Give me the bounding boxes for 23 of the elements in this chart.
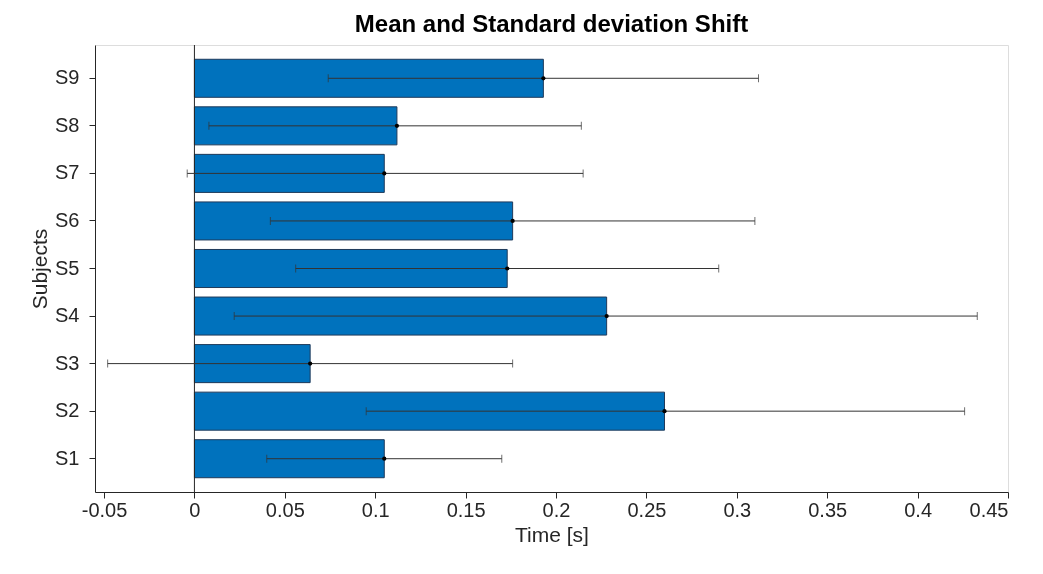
x-tick-label: 0.4: [904, 498, 933, 521]
y-axis-title: Subjects: [28, 228, 52, 310]
y-tick-label: S4: [55, 304, 80, 327]
x-tick-label: 0: [189, 498, 201, 521]
y-tick-label: S9: [55, 66, 80, 89]
x-tick-label: 0.15: [446, 498, 486, 521]
y-tick-label: S3: [55, 351, 80, 374]
chart-title: Mean and Standard deviation Shift: [354, 9, 749, 37]
x-tick-label: 0.05: [265, 498, 305, 521]
y-tick-label: S1: [55, 446, 80, 469]
x-tick-label: -0.05: [81, 498, 128, 521]
x-tick-label: 0.2: [542, 498, 571, 521]
x-tick-label: 0.35: [808, 498, 848, 521]
y-tick-label: S6: [55, 208, 80, 231]
x-tick-label: 0.3: [723, 498, 752, 521]
x-axis-title: Time [s]: [515, 522, 589, 546]
y-tick-label: S7: [55, 161, 80, 184]
x-tick-label: 0.1: [361, 498, 390, 521]
x-tick-label: 0.45: [969, 498, 1009, 521]
y-tick-label: S2: [55, 399, 80, 422]
y-tick-label: S8: [55, 113, 80, 136]
y-tick-label: S5: [55, 256, 80, 279]
x-tick-label: 0.25: [627, 498, 667, 521]
